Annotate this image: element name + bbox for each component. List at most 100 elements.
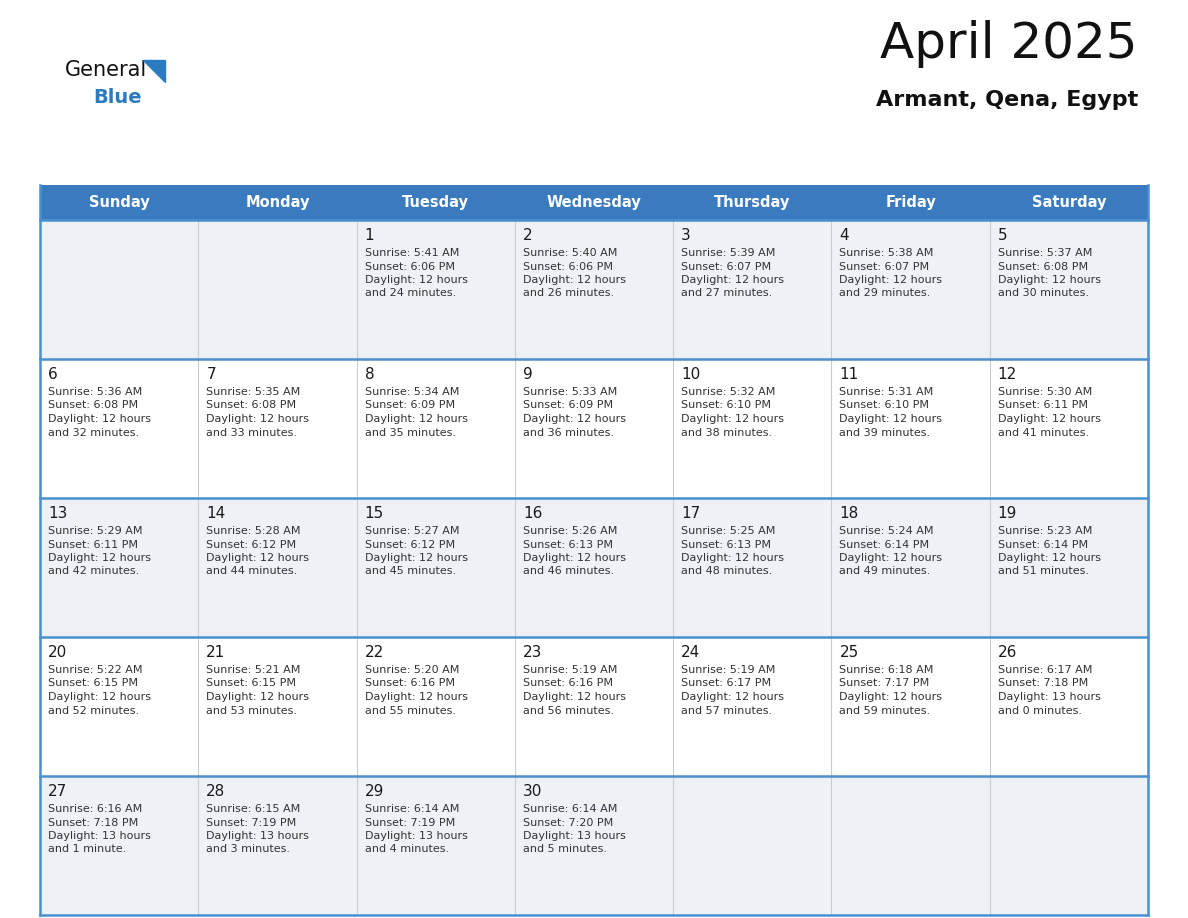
Text: Sunrise: 5:40 AM: Sunrise: 5:40 AM: [523, 248, 618, 258]
Text: 21: 21: [207, 645, 226, 660]
Text: 2: 2: [523, 228, 532, 243]
Text: Sunset: 6:08 PM: Sunset: 6:08 PM: [207, 400, 297, 410]
Text: 20: 20: [48, 645, 68, 660]
Text: 5: 5: [998, 228, 1007, 243]
Text: Sunrise: 5:37 AM: Sunrise: 5:37 AM: [998, 248, 1092, 258]
Text: Sunset: 7:20 PM: Sunset: 7:20 PM: [523, 818, 613, 827]
Text: Sunrise: 5:28 AM: Sunrise: 5:28 AM: [207, 526, 301, 536]
Text: and 29 minutes.: and 29 minutes.: [840, 288, 930, 298]
Text: and 45 minutes.: and 45 minutes.: [365, 566, 456, 577]
Text: Monday: Monday: [245, 195, 310, 210]
Text: Sunrise: 5:41 AM: Sunrise: 5:41 AM: [365, 248, 459, 258]
Text: Sunrise: 5:20 AM: Sunrise: 5:20 AM: [365, 665, 459, 675]
Bar: [40, 359, 1148, 498]
Text: Thursday: Thursday: [714, 195, 790, 210]
Text: Sunrise: 5:30 AM: Sunrise: 5:30 AM: [998, 387, 1092, 397]
Text: and 59 minutes.: and 59 minutes.: [840, 706, 930, 715]
Text: Sunrise: 5:19 AM: Sunrise: 5:19 AM: [523, 665, 618, 675]
Text: and 56 minutes.: and 56 minutes.: [523, 706, 614, 715]
Text: Sunrise: 5:25 AM: Sunrise: 5:25 AM: [681, 526, 776, 536]
Text: Sunrise: 5:34 AM: Sunrise: 5:34 AM: [365, 387, 459, 397]
Text: 4: 4: [840, 228, 849, 243]
Text: Sunset: 6:13 PM: Sunset: 6:13 PM: [523, 540, 613, 550]
Text: Daylight: 12 hours: Daylight: 12 hours: [840, 692, 942, 702]
Text: Sunrise: 5:19 AM: Sunrise: 5:19 AM: [681, 665, 776, 675]
Text: Sunset: 6:13 PM: Sunset: 6:13 PM: [681, 540, 771, 550]
Text: 22: 22: [365, 645, 384, 660]
Text: 18: 18: [840, 506, 859, 521]
Text: Daylight: 12 hours: Daylight: 12 hours: [998, 275, 1101, 285]
Text: and 42 minutes.: and 42 minutes.: [48, 566, 139, 577]
Text: Daylight: 12 hours: Daylight: 12 hours: [523, 414, 626, 424]
Text: Daylight: 13 hours: Daylight: 13 hours: [365, 831, 467, 841]
Text: Sunrise: 5:35 AM: Sunrise: 5:35 AM: [207, 387, 301, 397]
Text: and 41 minutes.: and 41 minutes.: [998, 428, 1089, 438]
Text: and 30 minutes.: and 30 minutes.: [998, 288, 1088, 298]
Text: Sunrise: 6:16 AM: Sunrise: 6:16 AM: [48, 804, 143, 814]
Text: and 24 minutes.: and 24 minutes.: [365, 288, 456, 298]
Text: Sunset: 6:11 PM: Sunset: 6:11 PM: [48, 540, 138, 550]
Text: and 57 minutes.: and 57 minutes.: [681, 706, 772, 715]
Text: and 35 minutes.: and 35 minutes.: [365, 428, 455, 438]
Text: 3: 3: [681, 228, 691, 243]
Bar: [40, 637, 1148, 776]
Bar: [40, 498, 1148, 637]
Text: Sunset: 7:17 PM: Sunset: 7:17 PM: [840, 678, 930, 688]
Text: Daylight: 12 hours: Daylight: 12 hours: [998, 414, 1101, 424]
Text: Sunrise: 6:14 AM: Sunrise: 6:14 AM: [365, 804, 459, 814]
Text: 14: 14: [207, 506, 226, 521]
Text: Sunday: Sunday: [89, 195, 150, 210]
Text: Sunset: 6:16 PM: Sunset: 6:16 PM: [523, 678, 613, 688]
Text: 17: 17: [681, 506, 701, 521]
Text: and 0 minutes.: and 0 minutes.: [998, 706, 1082, 715]
Text: and 55 minutes.: and 55 minutes.: [365, 706, 455, 715]
Text: and 39 minutes.: and 39 minutes.: [840, 428, 930, 438]
Text: General: General: [65, 60, 147, 80]
Text: and 51 minutes.: and 51 minutes.: [998, 566, 1088, 577]
Text: and 32 minutes.: and 32 minutes.: [48, 428, 139, 438]
Text: Sunrise: 5:33 AM: Sunrise: 5:33 AM: [523, 387, 617, 397]
Text: Sunset: 7:18 PM: Sunset: 7:18 PM: [998, 678, 1088, 688]
Text: Sunrise: 5:32 AM: Sunrise: 5:32 AM: [681, 387, 776, 397]
Text: Daylight: 12 hours: Daylight: 12 hours: [365, 692, 468, 702]
Text: and 52 minutes.: and 52 minutes.: [48, 706, 139, 715]
Text: Sunset: 6:10 PM: Sunset: 6:10 PM: [681, 400, 771, 410]
Text: Daylight: 12 hours: Daylight: 12 hours: [48, 414, 151, 424]
Text: Daylight: 12 hours: Daylight: 12 hours: [365, 275, 468, 285]
Text: Daylight: 12 hours: Daylight: 12 hours: [840, 275, 942, 285]
Text: Daylight: 12 hours: Daylight: 12 hours: [523, 553, 626, 563]
Text: Sunset: 6:06 PM: Sunset: 6:06 PM: [365, 262, 455, 272]
Text: Sunrise: 5:22 AM: Sunrise: 5:22 AM: [48, 665, 143, 675]
Text: 27: 27: [48, 784, 68, 799]
Text: and 5 minutes.: and 5 minutes.: [523, 845, 607, 855]
Text: Sunset: 6:07 PM: Sunset: 6:07 PM: [681, 262, 771, 272]
Text: Sunset: 6:06 PM: Sunset: 6:06 PM: [523, 262, 613, 272]
Text: Armant, Qena, Egypt: Armant, Qena, Egypt: [876, 90, 1138, 110]
Text: 19: 19: [998, 506, 1017, 521]
Text: and 38 minutes.: and 38 minutes.: [681, 428, 772, 438]
Text: Wednesday: Wednesday: [546, 195, 642, 210]
Text: Sunrise: 5:27 AM: Sunrise: 5:27 AM: [365, 526, 459, 536]
Text: Daylight: 12 hours: Daylight: 12 hours: [48, 553, 151, 563]
Text: Daylight: 12 hours: Daylight: 12 hours: [840, 553, 942, 563]
Text: Daylight: 13 hours: Daylight: 13 hours: [207, 831, 309, 841]
Text: Sunrise: 5:21 AM: Sunrise: 5:21 AM: [207, 665, 301, 675]
Text: Daylight: 12 hours: Daylight: 12 hours: [207, 553, 309, 563]
Text: 10: 10: [681, 367, 701, 382]
Bar: [40, 185, 1148, 220]
Text: 1: 1: [365, 228, 374, 243]
Text: Sunset: 6:10 PM: Sunset: 6:10 PM: [840, 400, 929, 410]
Text: Sunset: 6:14 PM: Sunset: 6:14 PM: [998, 540, 1088, 550]
Text: Daylight: 12 hours: Daylight: 12 hours: [840, 414, 942, 424]
Text: Sunset: 6:08 PM: Sunset: 6:08 PM: [998, 262, 1088, 272]
Text: 7: 7: [207, 367, 216, 382]
Text: Daylight: 12 hours: Daylight: 12 hours: [998, 553, 1101, 563]
Text: Sunrise: 6:18 AM: Sunrise: 6:18 AM: [840, 665, 934, 675]
Text: Friday: Friday: [885, 195, 936, 210]
Text: Sunset: 6:08 PM: Sunset: 6:08 PM: [48, 400, 138, 410]
Text: 15: 15: [365, 506, 384, 521]
Text: 26: 26: [998, 645, 1017, 660]
Text: Sunrise: 5:31 AM: Sunrise: 5:31 AM: [840, 387, 934, 397]
Text: Sunrise: 6:17 AM: Sunrise: 6:17 AM: [998, 665, 1092, 675]
Text: 30: 30: [523, 784, 542, 799]
